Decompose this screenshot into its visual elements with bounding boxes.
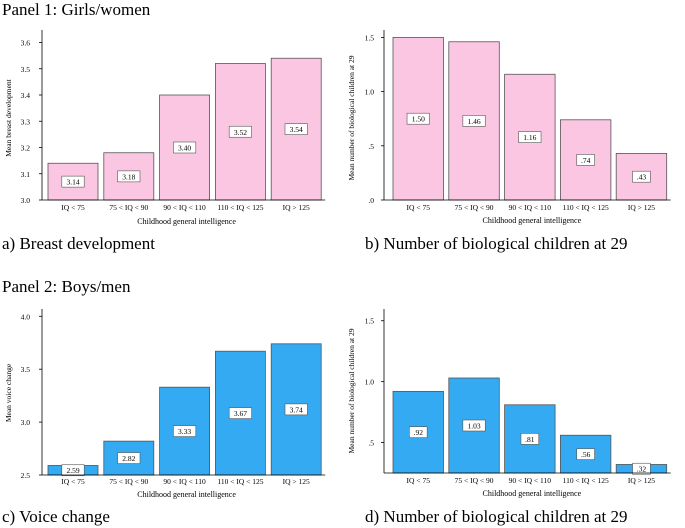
x-tick-label-2: 75 < IQ < 90 [109,477,148,486]
data-label-box-4 [576,154,595,166]
x-tick-label-2: 75 < IQ < 90 [455,203,494,212]
x-tick-label-2: 75 < IQ < 90 [109,203,148,212]
x-tick-label-1: IQ < 75 [407,203,431,212]
x-tick-label-1: IQ < 75 [61,203,85,212]
y-tick-label-2: 1.0 [365,378,375,387]
x-tick-label-5: IQ > 125 [283,477,310,486]
y-tick-label-7: 3.6 [21,39,31,48]
y-tick-label-1: .0 [368,196,374,205]
data-label-5: 3.74 [290,405,303,414]
data-label-box-5 [284,123,308,135]
y-tick-label-3: 3.5 [21,365,31,374]
data-label-3: 3.40 [178,144,191,153]
data-label-2: 1.46 [467,117,480,126]
data-label-box-1 [406,112,430,125]
data-label-box-4 [228,407,252,419]
x-tick-label-3: 90 < IQ < 110 [163,203,206,212]
data-label-2: 3.18 [122,172,135,181]
chart-voice-change: 2.59 IQ < 75 2.82 75 < IQ < 90 3.33 90 < IQ <… [4,309,326,499]
x-tick-label-4: 110 < IQ < 125 [217,203,263,212]
data-label-1: 3.14 [66,178,79,187]
x-axis-label: Childhood general intelligence [137,490,236,499]
data-label-5: .32 [637,465,647,474]
y-tick-label-6: 3.5 [21,65,31,74]
panel-2-title: Panel 2: Boys/men [2,277,131,296]
chart-breast-development: 3.14 IQ < 75 3.18 75 < IQ < 90 3.40 90 < IQ <… [4,30,326,226]
x-tick-label-4: 110 < IQ < 125 [563,203,609,212]
data-label-4: .74 [581,156,591,165]
data-label-box-3 [518,131,542,143]
y-axis-label: Mean number of biological children at 29 [347,328,356,453]
data-label-2: 1.03 [467,421,480,430]
data-label-box-3 [173,425,197,437]
data-label-5: .43 [637,173,647,182]
x-tick-label-2: 75 < IQ < 90 [455,476,494,485]
data-label-1: 1.50 [412,115,425,124]
y-tick-label-1: 2.5 [21,471,31,480]
data-label-box-5 [284,403,308,416]
x-tick-label-1: IQ < 75 [61,477,85,486]
y-tick-label-4: 4.0 [21,312,31,321]
data-label-box-5 [632,462,651,475]
data-label-box-2 [462,115,486,127]
data-label-box-2 [117,170,141,183]
caption-d: d) Number of biological children at 29 [365,507,628,526]
x-tick-label-3: 90 < IQ < 110 [163,477,206,486]
data-label-box-4 [576,448,595,460]
x-tick-label-3: 90 < IQ < 110 [509,203,552,212]
y-tick-label-2: 3.1 [21,170,31,179]
x-tick-label-5: IQ > 125 [283,203,310,212]
data-label-3: 1.16 [523,133,536,142]
y-axis-label: Mean voice change [4,363,13,422]
data-label-box-1 [61,464,85,477]
y-tick-label-4: 3.3 [21,117,31,126]
data-label-box-2 [462,419,486,432]
y-tick-label-4: 1.5 [365,33,375,42]
data-label-5: 3.54 [290,125,303,134]
caption-c: c) Voice change [2,507,110,526]
caption-a: a) Breast development [2,234,155,253]
x-tick-label-4: 110 < IQ < 125 [563,476,609,485]
data-label-box-1 [61,175,85,188]
data-label-box-3 [520,433,540,445]
x-tick-label-1: IQ < 75 [407,476,431,485]
y-tick-label-3: 1.5 [365,317,375,326]
y-tick-label-3: 3.2 [21,144,31,153]
chart-children-boys: .92 IQ < 75 1.03 75 < IQ < 90 .81 90 < IQ < 1… [347,309,671,498]
data-label-box-1 [409,426,428,438]
data-label-2: 2.82 [122,454,135,463]
y-tick-label-1: .5 [368,439,374,448]
x-tick-label-5: IQ > 125 [628,476,655,485]
y-tick-label-1: 3.0 [21,196,31,205]
chart-children-girls: 1.50 IQ < 75 1.46 75 < IQ < 90 1.16 90 < IQ <… [347,30,671,225]
y-axis-label: Mean breast development [4,78,13,156]
x-tick-label-3: 90 < IQ < 110 [509,476,552,485]
data-label-1: .92 [414,428,424,437]
data-label-4: .56 [581,450,591,459]
data-label-box-2 [117,452,141,464]
data-label-1: 2.59 [66,466,79,475]
x-axis-label: Childhood general intelligence [483,489,582,498]
x-tick-label-5: IQ > 125 [628,203,655,212]
y-tick-label-3: 1.0 [365,88,375,97]
y-axis-label: Mean number of biological children at 29 [347,55,356,180]
x-axis-label: Childhood general intelligence [483,216,582,225]
y-tick-label-2: .5 [368,142,374,151]
data-label-3: 3.33 [178,427,191,436]
data-label-box-4 [228,125,252,138]
y-tick-label-2: 3.0 [21,418,31,427]
data-label-box-3 [173,141,197,154]
data-label-4: 3.52 [234,128,247,137]
data-label-box-5 [632,170,651,183]
y-tick-label-5: 3.4 [21,91,31,100]
panel-1-title: Panel 1: Girls/women [2,0,151,19]
x-axis-label: Childhood general intelligence [137,217,236,226]
x-tick-label-4: 110 < IQ < 125 [217,477,263,486]
data-label-4: 3.67 [234,409,247,418]
data-label-3: .81 [525,435,535,444]
caption-b: b) Number of biological children at 29 [365,234,628,253]
